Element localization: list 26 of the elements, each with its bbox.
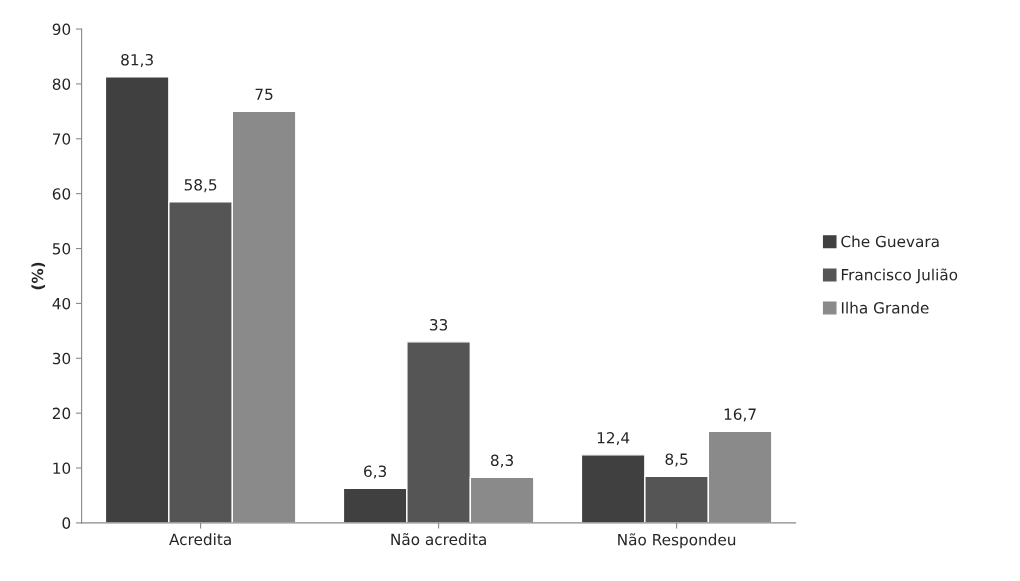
y-tick-label: 80 xyxy=(52,78,71,90)
y-tick-label: 50 xyxy=(52,243,71,255)
data-label: 75 xyxy=(255,88,273,101)
x-tick-label: Não Respondeu xyxy=(618,533,736,549)
y-tick-label: 20 xyxy=(52,407,71,420)
legend-label: Che Guevara xyxy=(841,235,939,248)
y-tick-label: 70 xyxy=(53,133,71,145)
legend-label: Ilha Grande xyxy=(841,301,929,314)
y-axis-title: (%) xyxy=(31,262,46,290)
data-label: 6,3 xyxy=(364,465,387,479)
data-label: 16,7 xyxy=(724,408,756,422)
data-label: 8,3 xyxy=(490,454,513,468)
data-label: 33 xyxy=(430,318,448,331)
y-tick-label: 60 xyxy=(52,188,71,200)
y-tick-label: 30 xyxy=(52,352,71,365)
data-label: 12,4 xyxy=(597,432,630,446)
data-label: 81,3 xyxy=(121,53,153,68)
y-tick-label: 90 xyxy=(52,23,71,36)
legend-label: Francisco Julião xyxy=(841,268,958,284)
x-tick-label: Acredita xyxy=(169,533,231,546)
data-label: 58,5 xyxy=(184,179,217,193)
x-tick-label: Não acredita xyxy=(391,533,486,546)
y-tick-label: 10 xyxy=(53,462,71,475)
y-tick-label: 0 xyxy=(62,517,71,529)
y-tick-label: 40 xyxy=(52,297,71,310)
data-label: 8,5 xyxy=(665,453,688,467)
